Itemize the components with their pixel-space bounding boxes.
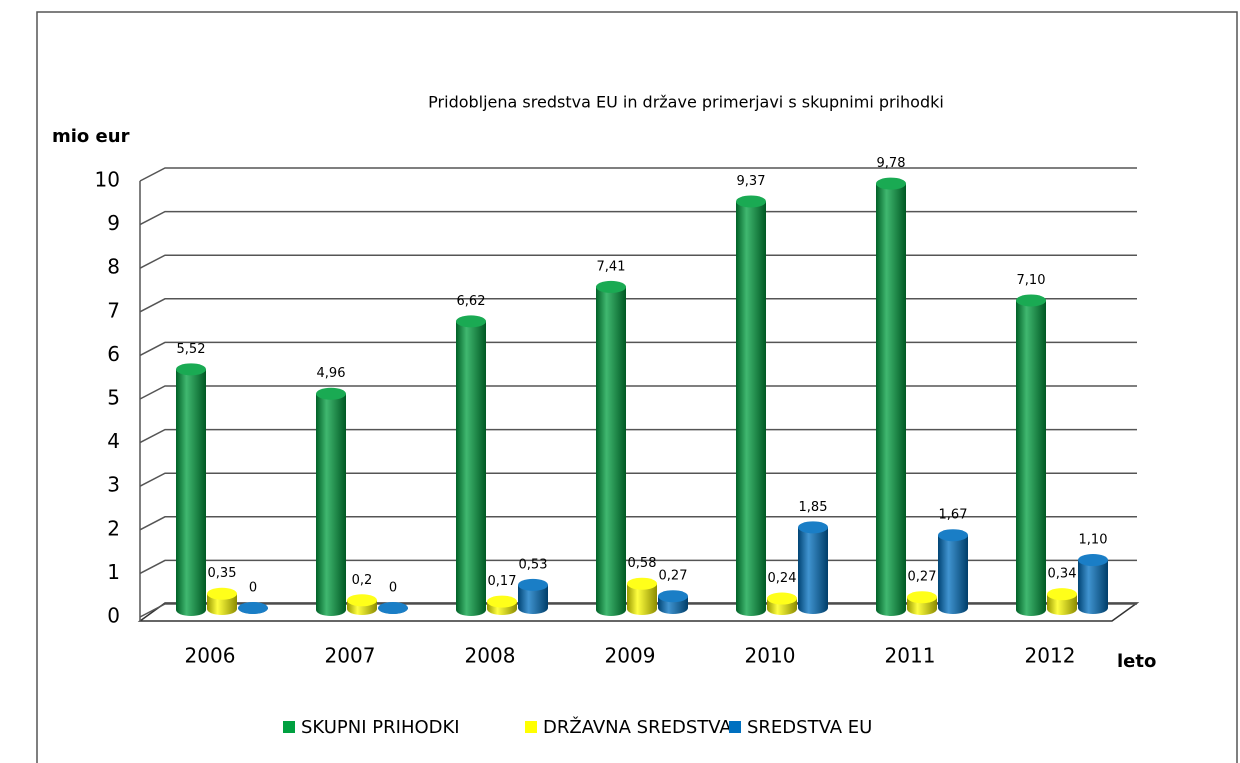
bar <box>736 195 766 616</box>
bar <box>378 602 408 614</box>
y-tick-label: 9 <box>107 211 120 235</box>
x-axis-label: leto <box>1117 651 1156 672</box>
bar <box>456 315 486 616</box>
x-tick-label: 2010 <box>745 644 796 668</box>
grid-line <box>139 385 1137 400</box>
data-label: 0,27 <box>659 569 688 584</box>
grid-line <box>139 298 1137 313</box>
y-tick-label: 10 <box>95 168 120 192</box>
data-label: 7,41 <box>597 259 626 274</box>
bar <box>938 529 968 614</box>
data-label: 0,17 <box>488 574 517 589</box>
data-label: 0 <box>249 581 257 596</box>
grid-line <box>139 341 1137 357</box>
data-label: 0,58 <box>628 556 657 571</box>
data-label: 7,10 <box>1017 273 1046 288</box>
data-label: 1,85 <box>799 500 828 515</box>
y-tick-label: 7 <box>107 298 120 322</box>
legend-swatch <box>283 721 295 733</box>
grid-line <box>139 254 1137 269</box>
frame <box>36 11 1238 763</box>
legend-swatch <box>525 721 537 733</box>
x-tick-label: 2011 <box>885 644 936 668</box>
grid-line <box>139 516 1137 531</box>
data-label: 0,27 <box>908 570 937 585</box>
data-label: 9,37 <box>737 174 766 189</box>
data-label: 9,78 <box>877 156 906 171</box>
chart-title: Pridobljena sredstva EU in države primer… <box>428 93 944 112</box>
bar <box>1047 588 1077 615</box>
data-label: 1,10 <box>1079 533 1108 548</box>
legend-swatch <box>729 721 741 733</box>
x-tick-label: 2009 <box>605 644 656 668</box>
data-label: 1,67 <box>939 508 968 523</box>
x-tick-label: 2008 <box>465 644 516 668</box>
bar <box>1078 554 1108 614</box>
y-tick-label: 5 <box>107 386 120 410</box>
bar <box>238 602 268 614</box>
bar <box>658 590 688 614</box>
grid-line <box>139 210 1137 226</box>
legend-label: SREDSTVA EU <box>747 717 872 738</box>
bar <box>798 521 828 614</box>
data-label: 0,53 <box>519 557 548 572</box>
data-label: 6,62 <box>457 294 486 309</box>
data-label: 0,24 <box>768 571 797 586</box>
y-axis-label: mio eur <box>52 126 130 147</box>
y-tick-label: 6 <box>107 342 120 366</box>
bar <box>518 578 548 614</box>
bar <box>316 387 346 616</box>
data-label: 0,35 <box>208 566 237 581</box>
grid-line <box>139 472 1137 487</box>
data-label: 5,52 <box>177 342 206 357</box>
bar <box>487 595 517 615</box>
grid-line <box>139 428 1137 444</box>
y-tick-label: 8 <box>107 255 120 279</box>
bar <box>347 594 377 615</box>
data-label: 0 <box>389 581 397 596</box>
legend-label: DRŽAVNA SREDSTVA <box>543 716 732 738</box>
bar <box>767 592 797 615</box>
bar <box>207 587 237 615</box>
y-tick-label: 1 <box>107 560 120 584</box>
data-label: 0,34 <box>1048 567 1077 582</box>
y-tick-label: 4 <box>107 429 120 453</box>
x-tick-label: 2006 <box>185 644 236 668</box>
data-label: 4,96 <box>317 366 346 381</box>
data-label: 0,2 <box>352 573 373 588</box>
bar <box>1016 294 1046 616</box>
y-tick-label: 0 <box>107 604 120 628</box>
x-tick-label: 2012 <box>1025 644 1076 668</box>
bar <box>627 577 657 615</box>
y-tick-label: 2 <box>107 516 120 540</box>
bar <box>176 363 206 616</box>
y-tick-label: 3 <box>107 473 120 497</box>
grid-line <box>139 167 1137 182</box>
bar <box>876 177 906 617</box>
x-tick-label: 2007 <box>325 644 376 668</box>
bar <box>907 591 937 615</box>
bar <box>596 280 626 616</box>
legend-label: SKUPNI PRIHODKI <box>301 717 460 738</box>
